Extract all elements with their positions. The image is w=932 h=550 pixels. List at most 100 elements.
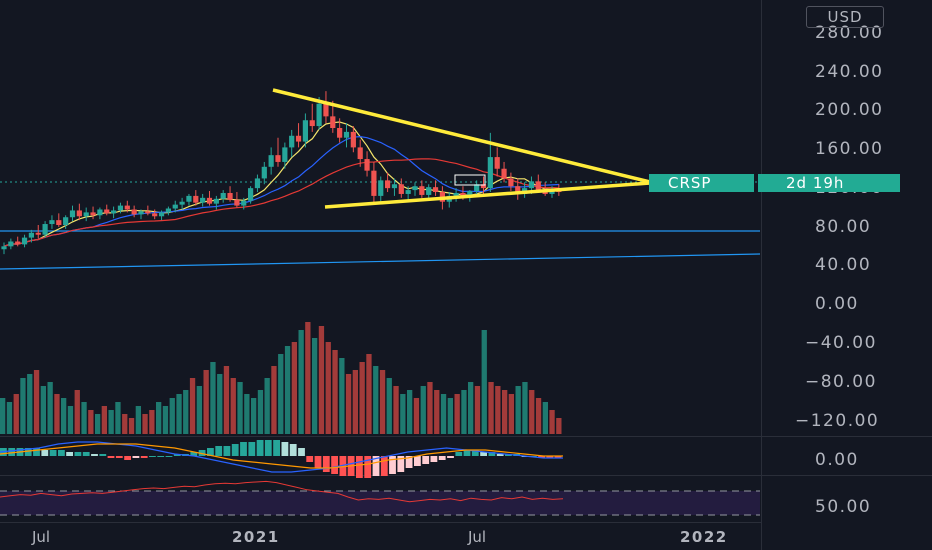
volume-bar [312,338,318,434]
candle-body [467,191,473,198]
macd-histogram-bar [66,452,73,456]
candle-body [494,157,500,169]
candle-body [35,232,41,235]
volume-bar [223,366,230,434]
volume-bar [339,358,345,434]
volume-bar [325,342,331,434]
candle-body [302,120,308,142]
volume-bar [122,414,128,434]
volume-bar [529,390,535,434]
candle-body [330,116,336,128]
candle-body [453,192,459,196]
volume-bar [264,378,270,434]
candle-body [28,232,34,238]
candle-body [295,135,302,142]
macd-signal-line [0,443,563,469]
volume-bar [257,390,264,434]
candle-body [213,198,219,204]
candle-body [179,201,185,205]
annotation-box[interactable] [454,174,486,186]
macd-histogram-bar [471,450,479,456]
volume-bar [142,414,148,434]
macd-histogram-bar [8,448,16,456]
price-tick: 80.00 [815,217,871,237]
volume-bar [298,330,304,434]
macd-histogram-bar [380,456,388,476]
volume-bar [47,382,53,434]
macd-histogram-bar [447,456,454,458]
volume-bar [95,414,101,434]
volume-bar [542,402,548,434]
volume-bar [210,362,216,434]
macd-histogram-bar [488,452,496,456]
symbol-tag[interactable]: CRSP [668,174,711,192]
candle-body [138,211,144,215]
volume-bar [332,350,338,434]
triangle-lower-trendline[interactable] [324,181,651,209]
volume-bar [217,374,223,434]
time-axis[interactable]: Jul 2021 Jul 2022 [31,528,728,546]
candle-body [405,190,411,194]
candle-body [90,212,96,216]
rsi-band [0,491,760,515]
volume-bar [101,406,107,434]
volume-bar [284,346,291,434]
candle-body [124,205,130,210]
volume-bar [54,394,60,434]
macd-histogram-bar [107,456,115,458]
price-tick: 0.00 [815,294,859,314]
price-tick: −120.00 [795,411,879,431]
triangle-upper-trendline[interactable] [272,88,651,184]
volume-bar [74,390,80,434]
macd-histogram-bar [372,456,380,476]
price-tick: 240.00 [815,62,883,82]
candle-body [117,205,124,211]
volume-bar [535,398,542,434]
candle-body [316,103,322,127]
volume-bar [108,410,114,434]
volume-bar [0,398,6,434]
volume-histogram [0,322,562,434]
macd-histogram-bar [49,450,57,456]
candle-body [220,192,226,199]
volume-bar [556,418,562,434]
symbol-tag-bg [649,174,754,192]
volume-bar [169,398,175,434]
candle-body [282,147,288,162]
volume-bar [522,382,528,434]
macd-histogram-bar [41,450,49,456]
price-tick: 200.00 [815,100,883,120]
volume-bar [189,378,196,434]
macd-histogram-bar [91,454,98,456]
candle-body [357,147,363,160]
macd-histogram-bar [389,456,396,474]
macd-histogram-bar [157,456,165,457]
volume-bar [81,402,87,434]
price-axis[interactable]: 280.00 240.00 200.00 160.00 120.00 80.00… [795,23,883,431]
candle-body [528,181,535,189]
candle-body [111,210,117,214]
volume-bar [67,406,74,434]
macd-histogram-bar [248,442,256,456]
macd-histogram-bar [356,456,363,478]
macd-histogram-bar [331,456,338,474]
macd-histogram-bar [546,456,554,458]
candle-body [145,211,151,214]
candle-body [165,208,171,213]
candle-body [69,210,76,218]
candle-body [391,184,398,189]
volume-bar [440,394,447,434]
candle-body [480,184,487,189]
macd-histogram-bar [314,456,322,468]
candle-body [83,212,89,217]
macd-histogram-bar [132,456,140,458]
volume-bar [271,366,277,434]
candle-body [432,187,439,193]
candle-body [385,180,391,189]
volume-bar [149,410,155,434]
volume-bar [251,398,257,434]
macd-histogram-bar [140,456,148,458]
currency-button[interactable]: USD [806,6,884,28]
macd-histogram-bar [496,454,504,456]
